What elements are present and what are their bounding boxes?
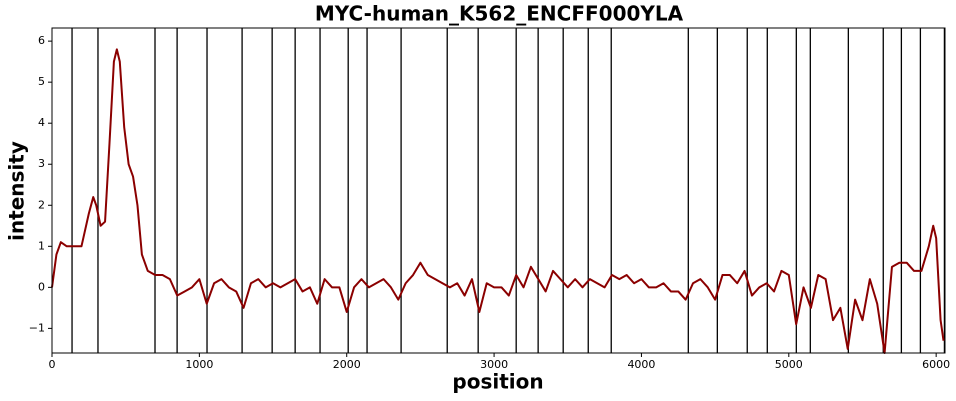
y-tick-label: 4 [38,116,45,129]
y-tick-label: −1 [29,321,45,334]
y-tick-label: 0 [38,280,45,293]
y-axis-label: intensity [5,141,29,241]
x-tick-label: 0 [49,358,56,371]
x-axis-label: position [452,370,543,394]
x-tick-label: 3000 [480,358,508,371]
y-tick-label: 5 [38,75,45,88]
x-tick-label: 1000 [185,358,213,371]
y-tick-label: 1 [38,239,45,252]
plot-frame [51,27,946,354]
y-tick-label: 3 [38,157,45,170]
y-tick-label: 6 [38,34,45,47]
x-tick-label: 6000 [922,358,950,371]
x-tick-label: 5000 [775,358,803,371]
line [51,48,945,354]
chart-title: MYC-human_K562_ENCFF000YLA [315,2,684,26]
x-tick-label: 4000 [627,358,655,371]
y-tick-label: 2 [38,198,45,211]
x-tick-label: 2000 [333,358,361,371]
